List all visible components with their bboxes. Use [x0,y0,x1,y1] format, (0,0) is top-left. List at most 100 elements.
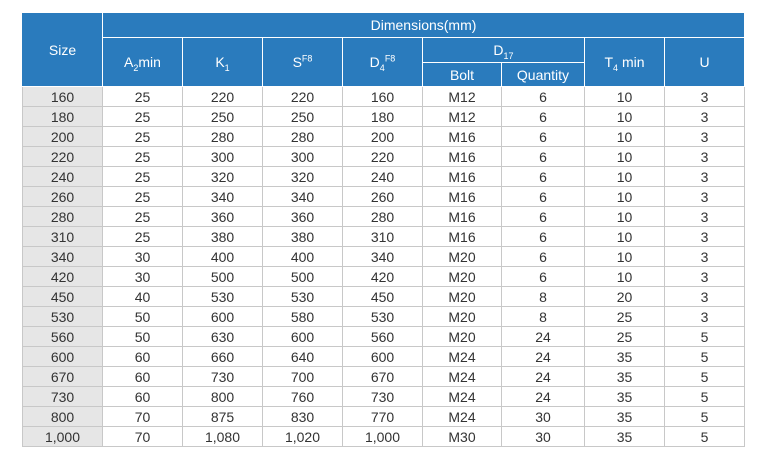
cell-quantity: 6 [501,146,585,167]
cell-bolt: M30 [422,426,502,447]
cell-size: 600 [22,346,103,367]
cell-quantity: 8 [501,286,585,307]
cell-u: 3 [663,166,746,187]
cell-d4: 530 [342,306,423,327]
cell-a2min: 25 [102,206,183,227]
cell-a2min: 25 [102,86,183,107]
cell-k1: 220 [182,86,263,107]
cell-d4: 220 [342,146,423,167]
cell-d4: 260 [342,186,423,207]
cell-t4min: 35 [584,346,665,367]
dimensions-table: Size Dimensions(mm) A2min K1 SF8 D4F8 D1… [22,12,746,447]
cell-s: 600 [262,326,343,347]
cell-d4: 730 [342,386,423,407]
cell-t4min: 10 [584,126,665,147]
cell-quantity: 6 [501,266,585,287]
table-row: 220 25 300 300 220 M16 6 10 3 [22,146,746,167]
table-row: 450 40 530 530 450 M20 8 20 3 [22,286,746,307]
cell-a2min: 50 [102,326,183,347]
header-u: U [663,37,746,87]
cell-quantity: 30 [501,406,585,427]
cell-quantity: 6 [501,126,585,147]
cell-t4min: 10 [584,146,665,167]
cell-d4: 770 [342,406,423,427]
cell-a2min: 25 [102,166,183,187]
cell-size: 200 [22,126,103,147]
cell-bolt: M24 [422,346,502,367]
cell-d4: 280 [342,206,423,227]
cell-k1: 500 [182,266,263,287]
table-row: 530 50 600 580 530 M20 8 25 3 [22,306,746,327]
cell-bolt: M16 [422,126,502,147]
cell-u: 3 [663,86,746,107]
cell-bolt: M12 [422,86,502,107]
cell-size: 560 [22,326,103,347]
cell-u: 3 [663,206,746,227]
cell-k1: 320 [182,166,263,187]
cell-k1: 340 [182,186,263,207]
table-row: 200 25 280 280 200 M16 6 10 3 [22,126,746,147]
cell-d4: 340 [342,246,423,267]
cell-t4min: 25 [584,326,665,347]
table-row: 180 25 250 250 180 M12 6 10 3 [22,106,746,127]
cell-quantity: 6 [501,246,585,267]
table-row: 160 25 220 220 160 M12 6 10 3 [22,86,746,107]
cell-s: 340 [262,186,343,207]
cell-size: 530 [22,306,103,327]
table-row: 240 25 320 320 240 M16 6 10 3 [22,166,746,187]
cell-s: 530 [262,286,343,307]
cell-u: 3 [663,286,746,307]
cell-bolt: M16 [422,206,502,227]
cell-k1: 800 [182,386,263,407]
cell-size: 670 [22,366,103,387]
cell-u: 5 [663,406,746,427]
cell-s: 400 [262,246,343,267]
cell-size: 800 [22,406,103,427]
cell-d4: 160 [342,86,423,107]
table-row: 260 25 340 340 260 M16 6 10 3 [22,186,746,207]
cell-size: 340 [22,246,103,267]
cell-k1: 400 [182,246,263,267]
header-dimensions: Dimensions(mm) [101,12,746,38]
cell-k1: 530 [182,286,263,307]
cell-quantity: 30 [501,426,585,447]
cell-t4min: 10 [584,266,665,287]
cell-d4: 310 [342,226,423,247]
cell-t4min: 10 [584,166,665,187]
cell-u: 3 [663,106,746,127]
cell-a2min: 60 [102,366,183,387]
cell-bolt: M20 [422,266,502,287]
cell-d4: 180 [342,106,423,127]
cell-bolt: M16 [422,146,502,167]
cell-s: 580 [262,306,343,327]
cell-a2min: 30 [102,246,183,267]
header-t4min: T4 min [584,37,665,87]
cell-quantity: 6 [501,106,585,127]
cell-quantity: 24 [501,346,585,367]
cell-size: 450 [22,286,103,307]
cell-size: 260 [22,186,103,207]
table-body: 160 25 220 220 160 M12 6 10 3 180 25 250 250 180 M12 6 1… [22,86,746,447]
cell-size: 1,000 [22,426,103,447]
cell-bolt: M20 [422,286,502,307]
cell-bolt: M20 [422,326,502,347]
cell-quantity: 6 [501,226,585,247]
cell-a2min: 25 [102,186,183,207]
cell-size: 180 [22,106,103,127]
cell-bolt: M16 [422,226,502,247]
table-row: 340 30 400 400 340 M20 6 10 3 [22,246,746,267]
cell-a2min: 60 [102,386,183,407]
cell-u: 3 [663,146,746,167]
cell-s: 830 [262,406,343,427]
cell-u: 3 [663,306,746,327]
cell-s: 380 [262,226,343,247]
cell-d4: 450 [342,286,423,307]
cell-a2min: 40 [102,286,183,307]
cell-a2min: 60 [102,346,183,367]
cell-bolt: M12 [422,106,502,127]
cell-k1: 300 [182,146,263,167]
cell-k1: 660 [182,346,263,367]
cell-u: 3 [663,186,746,207]
cell-u: 5 [663,366,746,387]
cell-bolt: M24 [422,366,502,387]
